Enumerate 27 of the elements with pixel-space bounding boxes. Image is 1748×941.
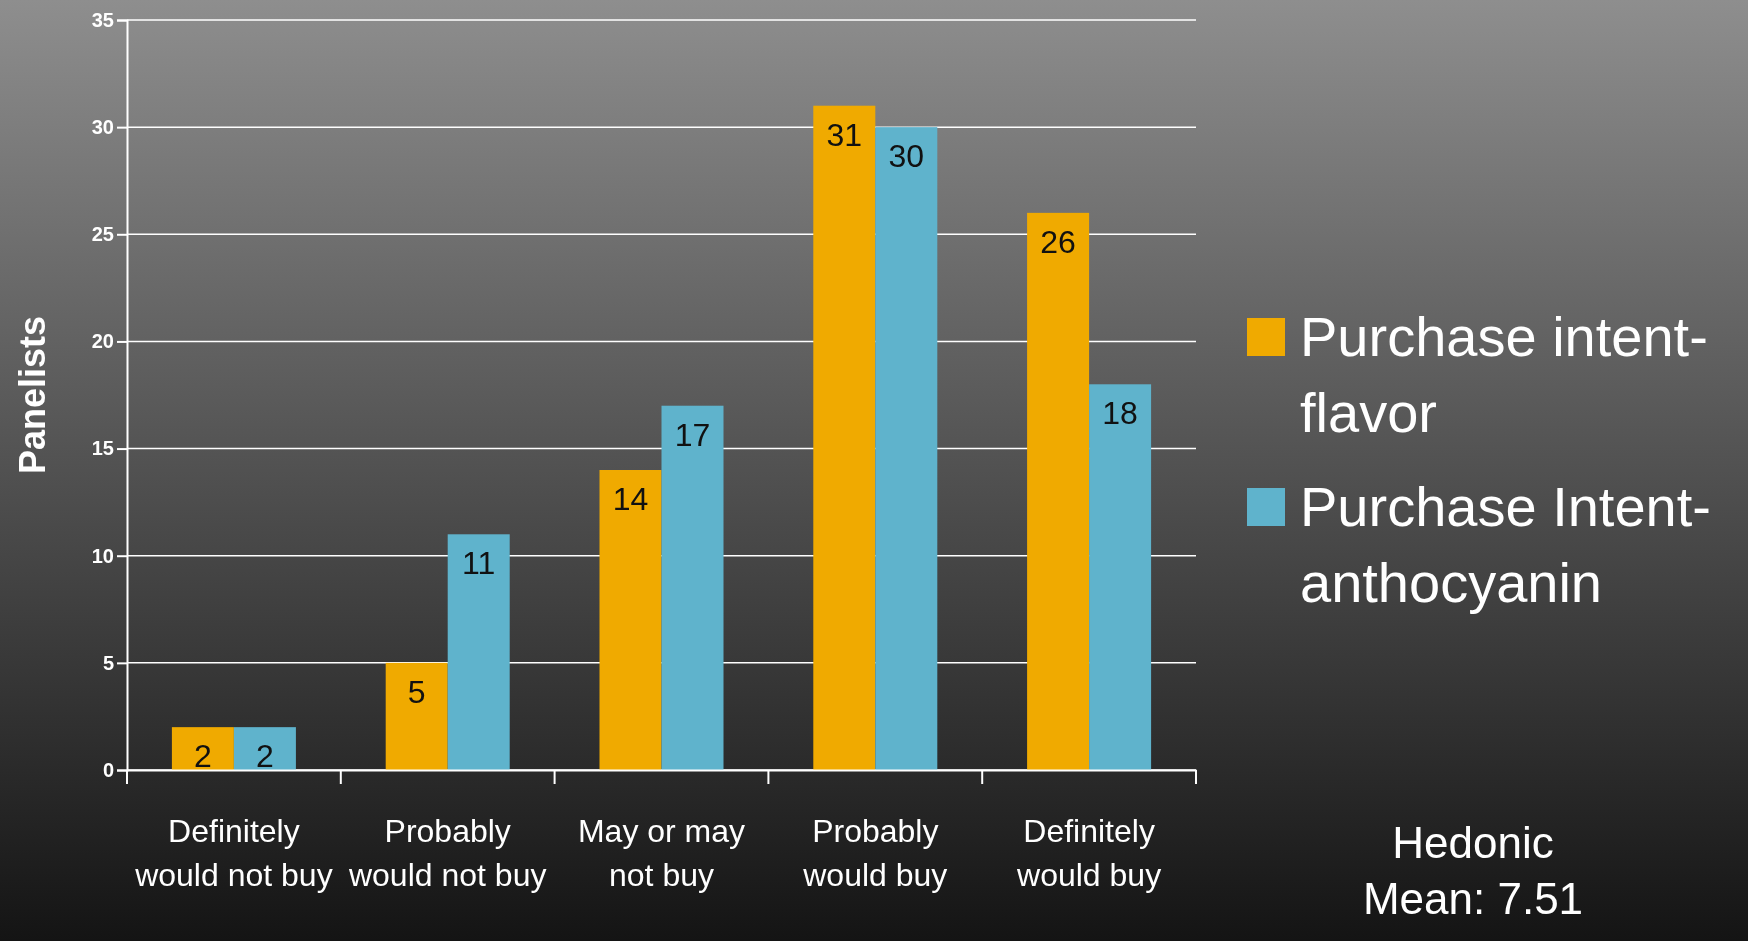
x-tick-label: Definitely would not buy <box>134 813 333 893</box>
data-label: 31 <box>826 116 863 153</box>
x-tick-label: May or may not buy <box>577 813 746 893</box>
y-tick-label: 30 <box>91 116 114 139</box>
x-tick-label: Probably would not buy <box>347 813 547 893</box>
y-tick-label: 15 <box>91 437 114 460</box>
data-label: 2 <box>194 738 212 775</box>
y-tick-label: 10 <box>91 544 114 567</box>
y-tick-label: 25 <box>91 223 114 246</box>
legend-label: Purchase Intent-anthocyanin <box>1300 475 1711 614</box>
y-tick-label: 5 <box>102 651 114 674</box>
data-label: 2 <box>256 738 274 775</box>
data-label: 14 <box>612 481 649 517</box>
x-tick-label: Probably would buy <box>802 813 948 893</box>
data-label: 17 <box>674 416 711 453</box>
x-tick-label: Definitely would buy <box>1016 813 1162 893</box>
data-label: 5 <box>407 673 426 710</box>
text: Hedonic Mean: 7.51 <box>1362 818 1584 923</box>
y-tick-label: 20 <box>91 330 114 353</box>
legend-label: Purchase intent-flavor <box>1300 305 1708 444</box>
y-tick-label: 0 <box>102 758 114 781</box>
y-tick-label: 35 <box>91 8 114 31</box>
data-label: 11 <box>462 545 496 582</box>
data-label: 30 <box>888 138 925 175</box>
data-label: 18 <box>1102 395 1138 432</box>
y-axis-title: Panelists <box>12 315 53 475</box>
data-label: 26 <box>1040 223 1076 260</box>
